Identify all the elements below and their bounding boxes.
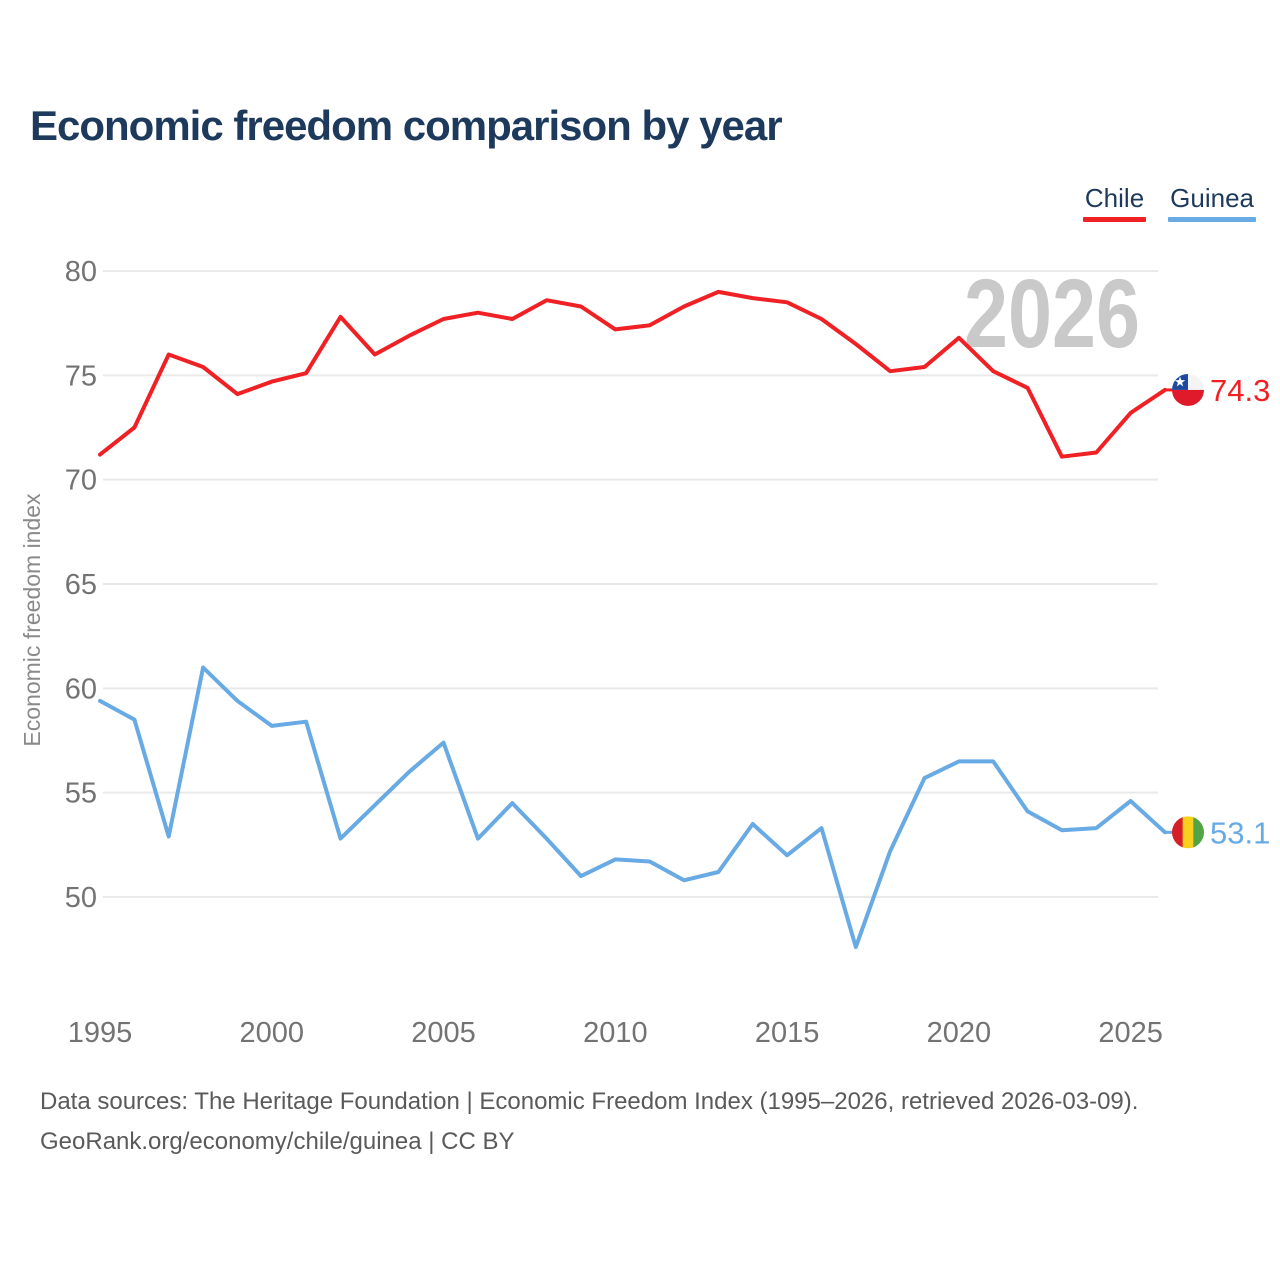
y-axis-tick-label: 80 [65,256,97,288]
footer-sources-line: Data sources: The Heritage Foundation | … [40,1088,1139,1115]
y-axis-tick-label: 55 [65,778,97,810]
guinea-value-label: 53.1 [1210,815,1270,850]
y-axis-title: Economic freedom index [19,493,45,747]
y-axis-tick-label: 65 [65,569,97,601]
page-title: Economic freedom comparison by year [30,102,783,149]
gridlines [103,270,1158,898]
y-axis-tick-label: 70 [65,465,97,497]
legend-item-chile[interactable]: Chile [1082,183,1147,222]
x-axis-tick-label: 2010 [583,1017,648,1049]
x-axis-tick-label: 2020 [927,1017,992,1049]
x-axis-tick-label: 2025 [1098,1017,1163,1049]
guinea-trend-line[interactable] [98,665,1167,950]
y-axis-tick-labels: 50 55 60 65 70 75 80 [65,256,97,914]
x-axis-tick-label: 1995 [68,1017,133,1049]
watermark-year: 2026 [964,259,1140,368]
x-axis-tick-label: 2005 [411,1017,476,1049]
trend-lines [98,289,1174,950]
legend: Chile Guinea [1082,183,1256,222]
y-axis-tick-label: 75 [65,360,97,392]
legend-item-guinea[interactable]: Guinea [1168,183,1256,222]
footer: Data sources: The Heritage Foundation | … [40,1082,1138,1162]
chile-flag-icon [1172,373,1204,406]
chile-trend-line[interactable] [98,289,1167,459]
y-axis-tick-label: 60 [65,673,97,705]
legend-label-guinea: Guinea [1170,183,1254,213]
chile-value-label: 74.3 [1210,373,1270,408]
x-axis-tick-labels: 1995 2000 2005 2010 2015 2020 2025 [68,1017,1163,1049]
guinea-flag-icon [1172,816,1204,849]
legend-underline-chile [1082,217,1147,222]
x-axis-tick-label: 2015 [755,1017,820,1049]
legend-underline-guinea [1168,217,1256,222]
y-axis-tick-label: 50 [65,882,97,914]
legend-label-chile: Chile [1084,183,1145,213]
footer-link-line: GeoRank.org/economy/chile/guinea | CC BY [40,1128,515,1155]
x-axis-tick-label: 2000 [240,1017,305,1049]
